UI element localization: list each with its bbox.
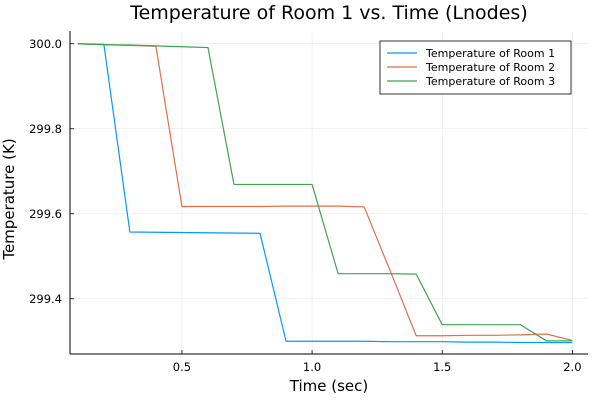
axes: [69, 31, 588, 355]
series-line-room-3: [77, 43, 573, 342]
x-tick-label: 1.5: [433, 360, 451, 374]
y-tick-label: 299.6: [29, 207, 62, 221]
y-tick-label: 299.4: [29, 292, 62, 306]
legend-label: Temperature of Room 1: [425, 47, 555, 60]
legend-label: Temperature of Room 2: [425, 61, 555, 74]
y-tick-label: 299.8: [29, 122, 62, 136]
x-tick-label: 2.0: [563, 360, 581, 374]
x-axis-label: Time (sec): [289, 377, 368, 395]
x-tick-label: 1.0: [303, 360, 321, 374]
y-axis-label: Temperature (K): [0, 138, 18, 260]
series-lines: [77, 43, 573, 344]
chart-title: Temperature of Room 1 vs. Time (Lnodes): [129, 2, 528, 24]
legend-label: Temperature of Room 3: [425, 75, 555, 88]
tick-labels: 0.5 1.0 1.5 2.0 299.4 299.6 299.8 300.0: [29, 37, 581, 374]
x-tick-label: 0.5: [173, 360, 191, 374]
series-line-room-2: [77, 43, 573, 341]
y-tick-label: 300.0: [29, 37, 62, 51]
series-line-room-1: [77, 43, 573, 344]
